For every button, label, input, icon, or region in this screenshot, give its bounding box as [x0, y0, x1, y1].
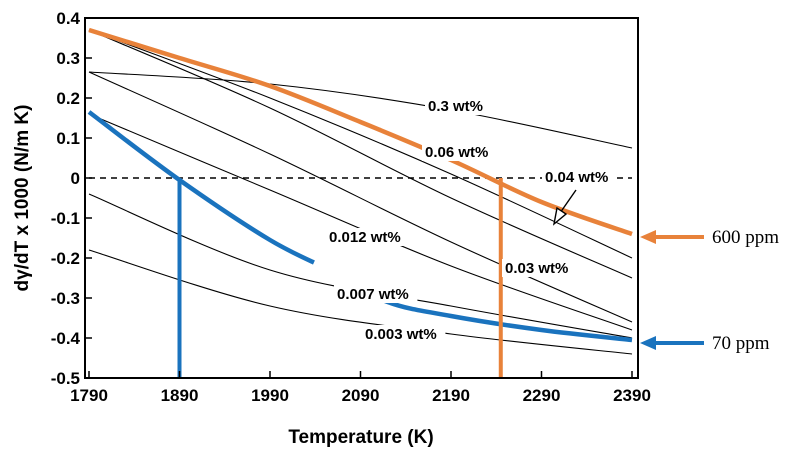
curve-label-lbl_003: 0.03 wt%: [505, 260, 568, 277]
side-label-orange: 600 ppm: [712, 227, 779, 248]
label-backdrop: [502, 259, 577, 277]
curve-label-lbl_0003: 0.003 wt%: [365, 326, 437, 343]
y-tick-label: -0.4: [51, 329, 81, 348]
annotation-arrow-head: [552, 206, 568, 226]
label-backdrop: [422, 143, 497, 161]
series-line-0-3-wt: [88, 71, 633, 149]
curve-label-lbl_0007: 0.007 wt%: [337, 286, 409, 303]
side-label-blue: 70 ppm: [712, 333, 770, 354]
series-line-0-03-wt: [88, 71, 633, 323]
y-tick-label: 0.2: [56, 89, 80, 108]
annotation-arrow-shaft: [559, 189, 577, 214]
side-arrow-head-blue: [640, 336, 656, 350]
series-line-0-04-wt: [88, 29, 633, 279]
y-tick-label: -0.2: [51, 249, 80, 268]
y-tick-label: -0.5: [51, 369, 80, 388]
label-backdrop: [425, 97, 492, 115]
label-backdrop: [542, 168, 617, 186]
series-line-70-ppm: [87, 110, 633, 343]
x-tick-label: 2190: [432, 386, 470, 405]
label-backdrop: [326, 228, 410, 246]
ticks-layer: 1790 1890 1990 2090 2190 2290 2390 0.4 0.3 0.2 0.1…: [51, 9, 651, 405]
y-tick-label: -0.3: [51, 289, 80, 308]
x-tick-label: 2090: [342, 386, 380, 405]
curve-label-lbl_0012: 0.012 wt%: [329, 229, 401, 246]
y-tick-label: -0.1: [51, 209, 80, 228]
x-tick-label: 2390: [613, 386, 651, 405]
series-line-0-012-wt: [88, 113, 633, 331]
y-axis-title: dγ/dT x 1000 (N/m K): [12, 105, 33, 292]
x-tick-label: 1790: [70, 386, 108, 405]
labels-layer: 0.3 wt% 0.06 wt% 0.04 wt% 0.012 wt% 0.03 wt%…: [326, 97, 779, 354]
series-line-0-003-wt: [88, 249, 633, 355]
curve-label-lbl_03: 0.3 wt%: [428, 98, 483, 115]
y-tick-label: 0.4: [56, 9, 80, 28]
label-backdrop: [334, 285, 418, 303]
y-tick-label: 0.3: [56, 49, 80, 68]
series-line-600-ppm: [88, 27, 633, 237]
overlays-layer: [87, 27, 633, 378]
x-tick-label: 1890: [161, 386, 199, 405]
x-tick-label: 1990: [251, 386, 289, 405]
curve-label-lbl_006: 0.06 wt%: [425, 144, 488, 161]
plot-frame: [84, 17, 639, 379]
side-arrow-head-orange: [640, 230, 656, 244]
curves-layer: [88, 29, 633, 355]
x-tick-label: 2290: [523, 386, 561, 405]
x-axis-title: Temperature (K): [288, 427, 433, 448]
y-tick-label: 0: [71, 169, 80, 188]
y-tick-label: 0.1: [56, 129, 80, 148]
label-backdrop: [362, 325, 446, 343]
curve-label-lbl_004: 0.04 wt%: [545, 169, 608, 186]
